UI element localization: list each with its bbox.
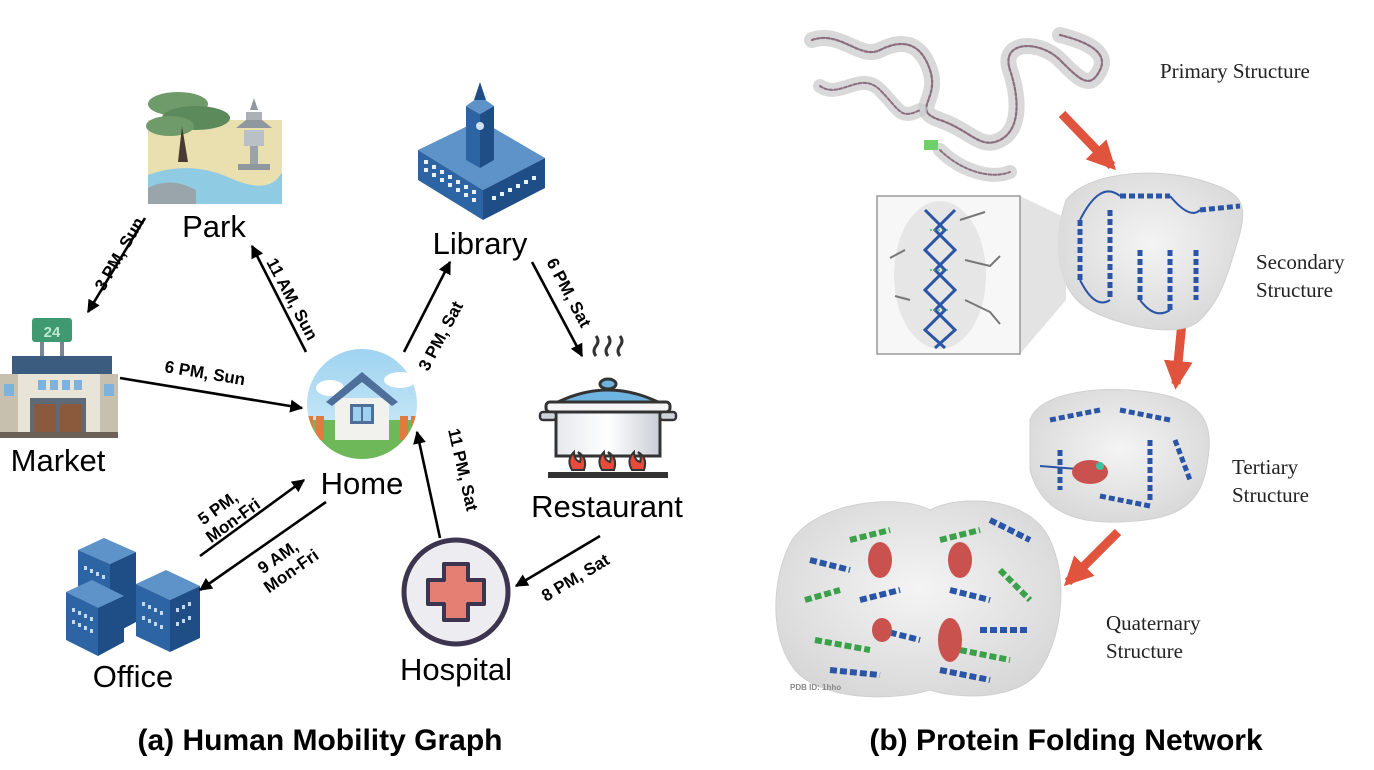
edge-market-to-home xyxy=(119,376,304,413)
primary-structure-chain xyxy=(804,27,1110,182)
market-sign-text: 24 xyxy=(44,324,61,341)
edge-home-to-office xyxy=(198,500,327,592)
secondary-inset xyxy=(876,195,1066,355)
quaternary-structure-model: PDB ID: 1hho xyxy=(775,500,1062,698)
caption-mobility: (a) Human Mobility Graph xyxy=(137,724,502,757)
stage-label-quaternary-line-2: Structure xyxy=(1106,639,1183,663)
node-label-park: Park xyxy=(182,209,246,244)
pdb-id-label: PDB ID: 1hho xyxy=(790,683,841,692)
tertiary-structure-model xyxy=(1029,389,1210,523)
edge-label-market-home: 6 PM, Sun xyxy=(163,357,246,389)
mobility-edges xyxy=(86,217,601,592)
edge-home-to-library xyxy=(402,260,452,353)
edge-hospital-to-home xyxy=(413,430,442,539)
hospital-cross-icon xyxy=(401,537,511,647)
edge-label-home-park: 11 AM, Sun xyxy=(262,255,321,343)
edge-label-home-library: 3 PM, Sat xyxy=(415,298,467,374)
stage-label-secondary-line-1: Secondary xyxy=(1256,250,1345,274)
edge-library-to-restaurant xyxy=(530,261,584,358)
node-label-home: Home xyxy=(321,466,404,501)
stage-label-secondary-line-2: Structure xyxy=(1256,278,1333,302)
cooking-pot-icon xyxy=(538,335,678,478)
edge-label-library-restaurant: 6 PM, Sat xyxy=(542,255,594,331)
arrow-primary-to-secondary xyxy=(1058,110,1116,171)
secondary-structure-model xyxy=(1057,172,1244,331)
node-label-library: Library xyxy=(433,226,528,261)
stage-label-quaternary-line-1: Quaternary xyxy=(1106,611,1201,635)
stage-label-tertiary-line-2: Structure xyxy=(1232,483,1309,507)
park-icon xyxy=(146,92,282,204)
node-label-market: Market xyxy=(11,443,106,478)
edge-label-restaurant-hospital: 8 PM, Sat xyxy=(538,550,613,605)
stage-label-primary: Primary Structure xyxy=(1160,59,1310,83)
office-buildings-icon xyxy=(66,538,200,656)
node-label-hospital: Hospital xyxy=(400,652,512,687)
folding-arrows xyxy=(1058,110,1193,587)
mobility-graph: Park Librar xyxy=(0,82,683,757)
arrow-secondary-to-tertiary xyxy=(1163,321,1193,390)
caption-protein: (b) Protein Folding Network xyxy=(869,724,1263,757)
edge-restaurant-to-hospital xyxy=(514,534,601,588)
edge-label-home-office: 9 AM, Mon-Fri xyxy=(254,537,322,597)
home-icon xyxy=(307,349,417,459)
node-label-office: Office xyxy=(93,659,173,694)
node-label-restaurant: Restaurant xyxy=(531,489,683,524)
arrow-tertiary-to-quaternary xyxy=(1063,528,1122,587)
market-icon: 24 xyxy=(0,318,118,438)
library-icon xyxy=(418,82,545,220)
edge-park-to-market xyxy=(86,217,147,314)
edge-label-park-market: 3 PM, Sun xyxy=(91,214,148,294)
stage-label-tertiary-line-1: Tertiary xyxy=(1232,455,1299,479)
edge-label-hospital-home: 11 PM, Sat xyxy=(444,427,482,514)
protein-folding-figure: Primary Structure xyxy=(775,27,1345,757)
edge-home-to-park xyxy=(250,244,308,353)
edge-office-to-home xyxy=(199,478,306,558)
